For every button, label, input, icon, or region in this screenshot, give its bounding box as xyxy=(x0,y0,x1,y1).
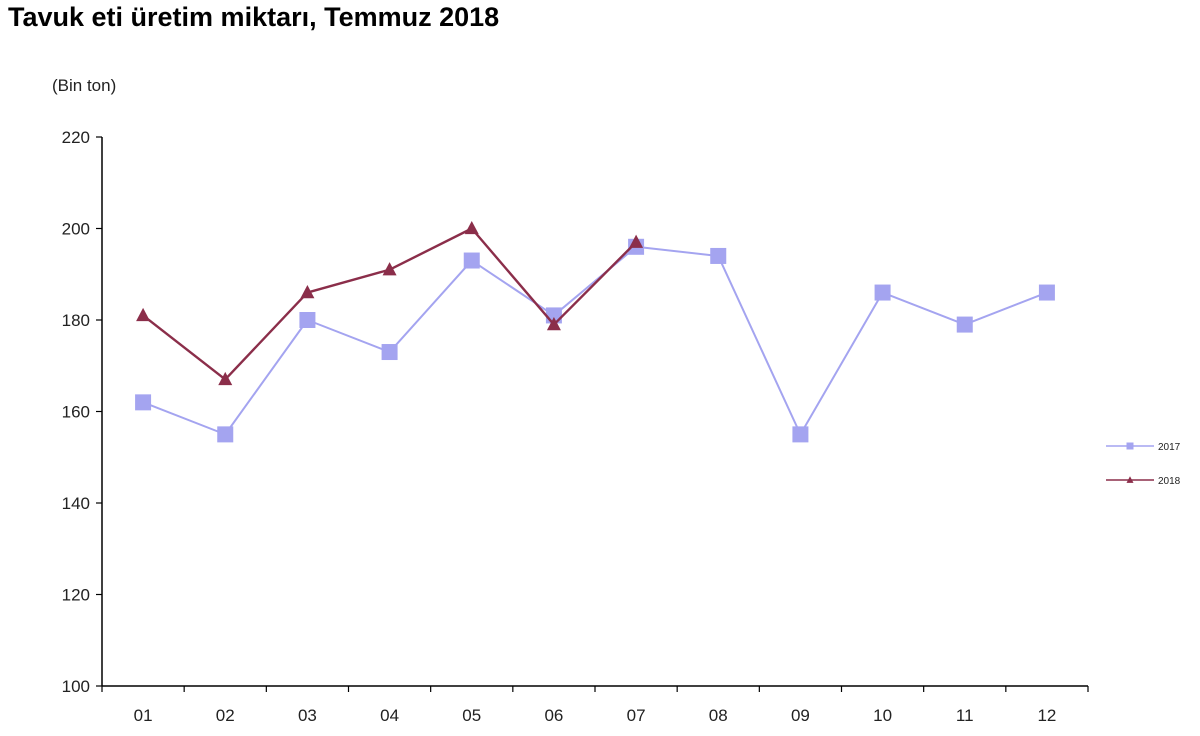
chart-title: Tavuk eti üretim miktarı, Temmuz 2018 xyxy=(8,2,500,32)
data-point-2017 xyxy=(135,394,152,411)
y-tick-label: 160 xyxy=(62,403,90,422)
y-tick-label: 220 xyxy=(62,128,90,147)
x-tick-label: 10 xyxy=(873,706,892,725)
x-tick-label: 09 xyxy=(791,706,810,725)
legend-marker-2018 xyxy=(1126,476,1134,483)
x-tick-label: 03 xyxy=(298,706,317,725)
data-point-2017 xyxy=(217,426,234,443)
x-tick-label: 04 xyxy=(380,706,399,725)
x-tick-label: 05 xyxy=(462,706,481,725)
data-point-2017 xyxy=(1038,284,1055,301)
x-tick-label: 08 xyxy=(709,706,728,725)
series-line-2017 xyxy=(142,245,1048,436)
y-tick-label: 180 xyxy=(62,311,90,330)
data-point-2017 xyxy=(874,284,891,301)
x-tick-label: 11 xyxy=(956,706,974,725)
data-point-2018 xyxy=(629,234,644,248)
x-tick-label: 01 xyxy=(134,706,153,725)
legend-label-2018: 2018 xyxy=(1158,476,1181,487)
legend-label-2017: 2017 xyxy=(1158,442,1181,453)
data-point-2017 xyxy=(956,316,973,333)
data-point-2018 xyxy=(382,262,397,276)
data-point-2017 xyxy=(299,312,316,328)
x-tick-label: 07 xyxy=(627,706,646,725)
data-point-2018 xyxy=(546,317,561,331)
y-tick-label: 120 xyxy=(62,586,90,605)
x-tick-label: 02 xyxy=(216,706,235,725)
data-point-2017 xyxy=(381,344,398,361)
x-tick-label: 06 xyxy=(544,706,563,725)
data-point-2018 xyxy=(136,307,151,322)
data-point-2017 xyxy=(710,247,727,264)
data-point-2017 xyxy=(792,426,809,443)
y-tick-label: 100 xyxy=(62,677,90,696)
legend-marker-2017 xyxy=(1126,442,1134,450)
data-point-2017 xyxy=(463,252,480,269)
y-unit-label: (Bin ton) xyxy=(52,76,117,95)
data-point-2018 xyxy=(218,371,233,386)
x-tick-label: 12 xyxy=(1037,706,1056,725)
y-tick-label: 200 xyxy=(62,220,90,239)
data-point-2018 xyxy=(300,284,315,299)
y-tick-label: 140 xyxy=(62,494,90,513)
data-point-2018 xyxy=(464,220,479,235)
